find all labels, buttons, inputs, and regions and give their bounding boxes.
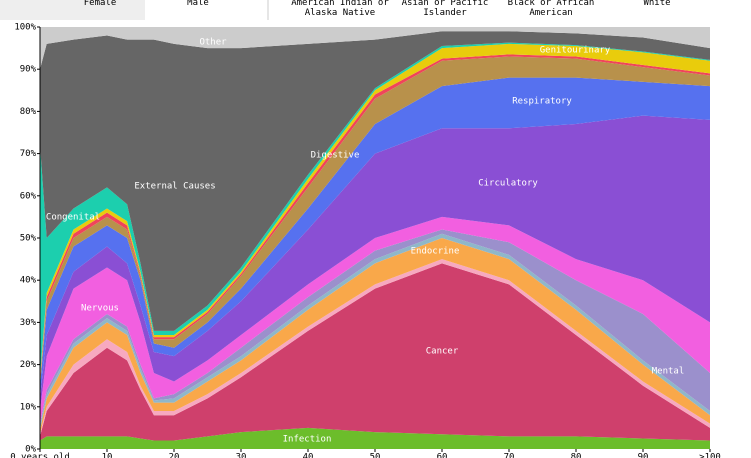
series-label: Digestive (311, 151, 360, 161)
y-tick-label: 40% (20, 276, 37, 286)
selected-button-bg (0, 0, 145, 20)
area (40, 27, 710, 70)
series-label: Circulatory (478, 179, 538, 189)
y-tick-label: 100% (14, 23, 36, 33)
x-tick-label: 50 (370, 453, 381, 458)
x-tick-label: 90 (638, 453, 649, 458)
area (40, 115, 710, 412)
x-tick-label: 0 years old (10, 453, 70, 458)
series-label: Infection (283, 435, 332, 445)
sex-button[interactable]: Female (84, 0, 117, 8)
x-tick-label: 60 (437, 453, 448, 458)
y-tick-label: 70% (20, 149, 37, 159)
y-tick-label: 30% (20, 318, 37, 328)
series-label: Other (199, 38, 227, 48)
x-tick-label: 20 (169, 453, 180, 458)
race-button[interactable]: American Indian or (291, 0, 389, 8)
race-button[interactable]: Alaska Native (305, 8, 375, 18)
x-tick-label: >100 (699, 453, 721, 458)
area (40, 427, 710, 449)
area (40, 216, 710, 424)
x-tick-label: 80 (571, 453, 582, 458)
series-label: Respiratory (512, 97, 572, 107)
race-button[interactable]: White (643, 0, 670, 8)
y-tick-label: 60% (20, 191, 37, 201)
race-button[interactable]: Islander (423, 8, 467, 18)
y-tick-label: 10% (20, 402, 37, 412)
y-tick-label: 80% (20, 107, 37, 117)
race-button[interactable]: Asian or Pacific (402, 0, 489, 8)
series-label: External Causes (134, 182, 215, 192)
series-label: Congenital (46, 213, 100, 223)
series-label: Mental (652, 367, 685, 377)
y-tick-label: 20% (20, 360, 37, 370)
area (40, 31, 710, 331)
series-label: Endocrine (411, 247, 460, 257)
area (40, 229, 710, 426)
sex-button[interactable]: Male (187, 0, 209, 8)
area (40, 77, 710, 399)
area (40, 56, 710, 386)
x-tick-label: 70 (504, 453, 515, 458)
x-tick-label: 40 (303, 453, 314, 458)
series-label: Cancer (426, 347, 459, 357)
x-tick-label: 10 (102, 453, 113, 458)
series-label: Genitourinary (540, 46, 611, 56)
area (40, 233, 710, 431)
x-tick-label: 30 (236, 453, 247, 458)
area (40, 263, 710, 441)
y-tick-label: 0% (25, 445, 36, 455)
race-button[interactable]: American (529, 8, 572, 18)
area (40, 238, 710, 435)
y-tick-label: 50% (20, 234, 37, 244)
y-tick-label: 90% (20, 65, 37, 75)
race-button[interactable]: Black or African (508, 0, 595, 8)
series-label: Nervous (81, 304, 119, 314)
